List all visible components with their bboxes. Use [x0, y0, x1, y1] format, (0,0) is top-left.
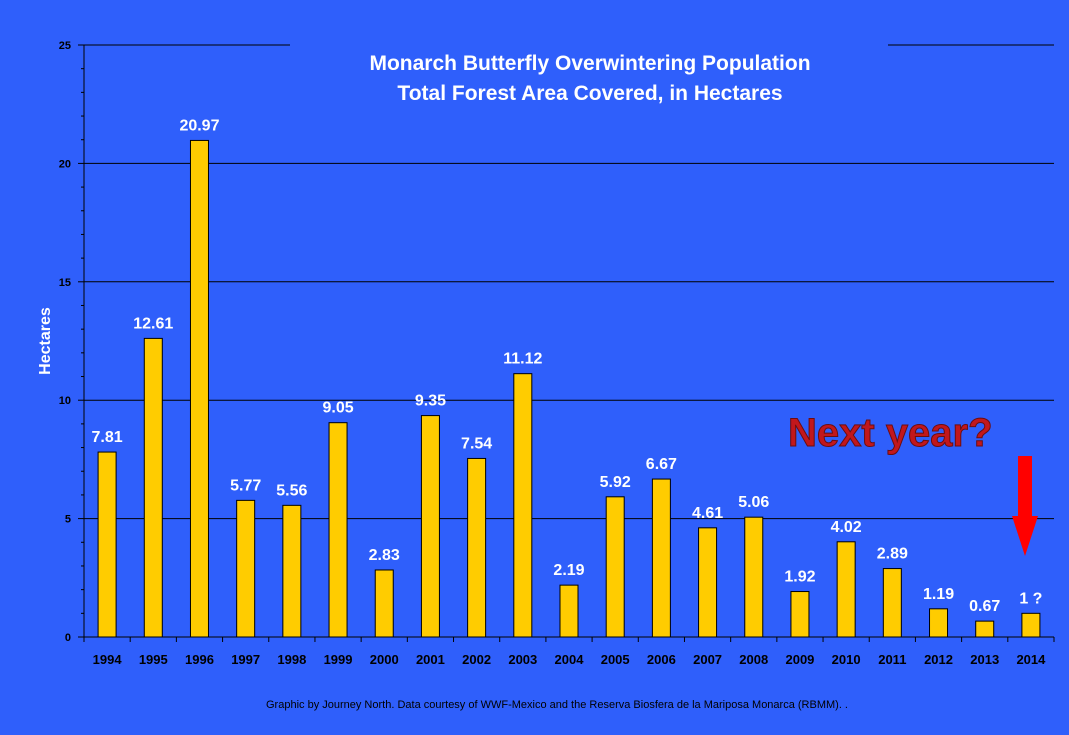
data-label-1999: 9.05	[322, 400, 353, 417]
bar-1999	[328, 422, 348, 638]
data-label-1994: 7.81	[92, 429, 123, 446]
bar-2007	[698, 527, 718, 638]
x-tick-label-2009: 2009	[785, 652, 814, 667]
bar-1997	[236, 499, 256, 638]
x-tick-label-2011: 2011	[878, 652, 906, 667]
chart-title-line-1: Monarch Butterfly Overwintering Populati…	[369, 52, 810, 75]
bars-group	[97, 139, 1041, 638]
data-label-2003: 11.12	[503, 351, 542, 368]
x-tick-label-2005: 2005	[601, 652, 630, 667]
x-tick-label-2003: 2003	[508, 652, 537, 667]
x-tick-label-2014: 2014	[1016, 652, 1046, 667]
x-tick-label-2008: 2008	[739, 652, 768, 667]
bar-1995	[143, 337, 163, 638]
y-tick-label: 15	[59, 277, 71, 289]
y-axis-ticks: 0 5 10 15 20 25	[59, 40, 85, 644]
next-year-annotation: Next year?	[788, 411, 993, 455]
x-tick-label-1997: 1997	[231, 652, 260, 667]
x-tick-label-1995: 1995	[139, 652, 168, 667]
data-label-2008: 5.06	[738, 494, 769, 511]
data-label-2001: 9.35	[415, 393, 446, 410]
bar-2013	[975, 620, 995, 638]
bar-2006	[651, 478, 671, 638]
bar-2005	[605, 496, 625, 638]
bar-1998	[282, 504, 302, 638]
y-tick-label: 20	[59, 158, 71, 170]
bar-2009	[790, 591, 810, 638]
bar-2011	[882, 568, 902, 638]
x-axis-ticks: 1994 1995 1996 1997 1998 1999 2000 2001 2002 2003…	[83, 636, 1055, 667]
down-arrow-icon	[1012, 456, 1038, 556]
x-tick-label-2002: 2002	[462, 652, 491, 667]
bar-2000	[374, 569, 394, 638]
data-label-2004: 2.19	[553, 562, 584, 579]
x-tick-label-2004: 2004	[555, 652, 585, 667]
x-tick-label-2006: 2006	[647, 652, 676, 667]
bar-1994	[97, 451, 117, 638]
data-label-1995: 12.61	[133, 315, 173, 332]
credit-text: Graphic by Journey North. Data courtesy …	[266, 699, 848, 711]
bar-2003	[513, 373, 533, 638]
data-label-2012: 1.19	[923, 586, 954, 603]
x-tick-label-1999: 1999	[324, 652, 353, 667]
data-label-1998: 5.56	[276, 482, 307, 499]
bar-2001	[420, 415, 440, 638]
data-label-2014: 1 ?	[1019, 590, 1042, 607]
bar-2008	[744, 516, 764, 638]
bar-2002	[467, 457, 487, 638]
data-label-2011: 2.89	[877, 546, 908, 563]
data-labels-group: 7.81 12.61 20.97 5.77 5.56 9.05 2.83 9.35 7.54 11…	[92, 117, 1043, 615]
data-label-2010: 4.02	[831, 519, 862, 536]
gridlines	[84, 44, 1054, 638]
bar-2004	[559, 584, 579, 638]
y-tick-label: 0	[65, 632, 71, 644]
data-label-2009: 1.92	[784, 569, 815, 586]
x-tick-label-2001: 2001	[416, 652, 445, 667]
y-tick-label: 25	[59, 40, 71, 52]
x-tick-label-1998: 1998	[277, 652, 306, 667]
bar-2014	[1021, 612, 1041, 638]
y-axis-label: Hectares	[37, 307, 54, 375]
bar-1996	[189, 139, 209, 638]
x-tick-label-2012: 2012	[924, 652, 953, 667]
x-tick-label-1994: 1994	[93, 652, 123, 667]
chart-title-line-2: Total Forest Area Covered, in Hectares	[397, 82, 782, 105]
x-tick-label-2007: 2007	[693, 652, 722, 667]
x-tick-label-2010: 2010	[832, 652, 861, 667]
x-tick-label-1996: 1996	[185, 652, 214, 667]
y-tick-label: 5	[65, 514, 71, 526]
x-tick-label-2013: 2013	[970, 652, 999, 667]
y-tick-label: 10	[59, 395, 71, 407]
data-label-2007: 4.61	[692, 505, 723, 522]
data-label-1997: 5.77	[230, 477, 261, 494]
x-tick-label-2000: 2000	[370, 652, 399, 667]
bar-2012	[929, 608, 949, 638]
data-label-2006: 6.67	[646, 456, 677, 473]
bar-2010	[836, 541, 856, 638]
data-label-2000: 2.83	[369, 547, 400, 564]
data-label-2002: 7.54	[461, 435, 492, 452]
data-label-2013: 0.67	[969, 598, 1000, 615]
data-label-1996: 20.97	[179, 117, 219, 134]
data-label-2005: 5.92	[600, 474, 631, 491]
